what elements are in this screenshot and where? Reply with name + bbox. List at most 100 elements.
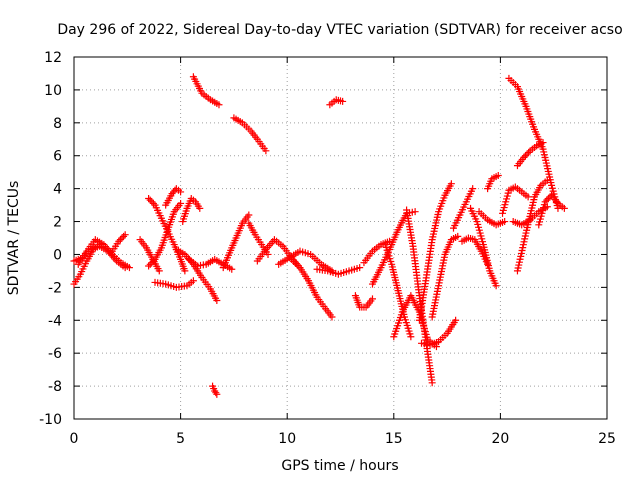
- series-arc-10: [179, 195, 204, 226]
- x-tick-label: 25: [598, 431, 616, 447]
- series-arc-38: [505, 74, 562, 212]
- x-tick-label: 10: [278, 431, 296, 447]
- data-point: [407, 333, 415, 341]
- y-tick-label: -2: [48, 280, 62, 296]
- data-point: [213, 297, 221, 305]
- x-axis-tick-labels: 0 5 10 15 20 25: [70, 431, 616, 447]
- data-point: [521, 152, 529, 160]
- chart-title: Day 296 of 2022, Sidereal Day-to-day VTE…: [57, 22, 622, 38]
- y-tick-label: 10: [44, 83, 62, 99]
- data-point: [539, 139, 547, 147]
- series-arc-14: [209, 382, 221, 398]
- data-point: [177, 188, 185, 196]
- data-point: [544, 195, 552, 203]
- series-arc-04: [108, 231, 129, 255]
- data-point: [213, 390, 221, 398]
- data-point: [501, 218, 509, 226]
- y-axis-tick-labels: -10 -8 -6 -4 -2 0 2 4 6 8 10 12: [39, 50, 62, 428]
- y-tick-label: 8: [53, 116, 62, 132]
- data-point: [541, 198, 549, 206]
- x-tick-label: 15: [385, 431, 403, 447]
- y-tick-label: -10: [39, 412, 62, 428]
- data-point: [116, 236, 124, 244]
- data-points: [70, 73, 568, 398]
- data-point: [520, 153, 528, 161]
- data-point: [411, 208, 419, 216]
- series-arc-41: [509, 203, 551, 229]
- x-axis-title: GPS time / hours: [281, 458, 398, 474]
- data-point: [145, 262, 153, 270]
- data-point: [469, 185, 477, 193]
- data-point: [215, 101, 223, 109]
- series-arc-36: [475, 208, 509, 229]
- y-tick-label: 6: [53, 149, 62, 165]
- series-arc-35: [484, 171, 502, 193]
- series-arc-03: [74, 236, 133, 272]
- data-point: [148, 198, 156, 206]
- y-tick-label: -8: [48, 379, 62, 395]
- data-point: [494, 171, 502, 179]
- data-point: [121, 231, 129, 239]
- data-point: [368, 295, 376, 303]
- series-arc-39: [513, 176, 551, 275]
- series-arc-32: [449, 185, 477, 232]
- data-point: [245, 211, 253, 219]
- data-point: [452, 316, 460, 324]
- data-point: [428, 379, 436, 387]
- axis-ticks: [73, 56, 608, 420]
- series-arc-22: [313, 264, 364, 278]
- y-axis-title: SDTVAR / TECUs: [6, 181, 22, 296]
- data-point: [115, 237, 123, 245]
- data-point: [447, 180, 455, 188]
- x-tick-label: 0: [70, 431, 79, 447]
- y-tick-label: 12: [44, 50, 62, 66]
- data-point: [155, 267, 163, 275]
- data-point: [523, 150, 531, 158]
- data-point: [543, 176, 551, 184]
- series-arc-19: [275, 247, 336, 275]
- data-point: [356, 264, 364, 272]
- data-point: [146, 260, 154, 268]
- data-point: [120, 232, 128, 240]
- plot-frame: [73, 56, 608, 420]
- data-point: [149, 257, 157, 265]
- data-point: [181, 267, 189, 275]
- data-point: [560, 204, 568, 212]
- data-point: [118, 234, 126, 242]
- y-tick-label: 4: [53, 182, 62, 198]
- data-point: [189, 277, 197, 285]
- series-arc-21: [326, 96, 347, 109]
- series-arc-06: [145, 199, 185, 270]
- data-point: [196, 204, 204, 212]
- data-point: [177, 199, 185, 207]
- series-arc-42: [535, 191, 568, 229]
- series-arc-37: [499, 183, 532, 217]
- data-point: [262, 147, 270, 155]
- series-arc-31: [428, 232, 462, 321]
- data-point: [454, 232, 462, 240]
- data-point: [339, 97, 347, 105]
- series-arc-16: [230, 114, 270, 155]
- data-point: [149, 199, 157, 207]
- data-point: [125, 264, 133, 272]
- series-arc-08: [162, 185, 185, 209]
- series-arc-20: [287, 255, 336, 321]
- data-point: [525, 148, 533, 156]
- series-arc-33: [458, 234, 492, 268]
- series-arc-23: [351, 292, 376, 311]
- series-arc-30: [415, 180, 455, 324]
- x-tick-label: 5: [176, 431, 185, 447]
- data-point: [146, 196, 154, 204]
- y-tick-label: 2: [53, 215, 62, 231]
- data-point: [228, 265, 236, 273]
- series-arc-09: [151, 277, 197, 291]
- x-tick-label: 20: [491, 431, 509, 447]
- data-point: [543, 196, 551, 204]
- y-tick-label: -4: [48, 313, 62, 329]
- series-arc-27: [403, 206, 436, 387]
- data-point: [145, 195, 153, 203]
- y-tick-label: 0: [53, 247, 62, 263]
- data-point: [492, 282, 500, 290]
- data-point: [328, 313, 336, 321]
- data-point: [148, 259, 156, 267]
